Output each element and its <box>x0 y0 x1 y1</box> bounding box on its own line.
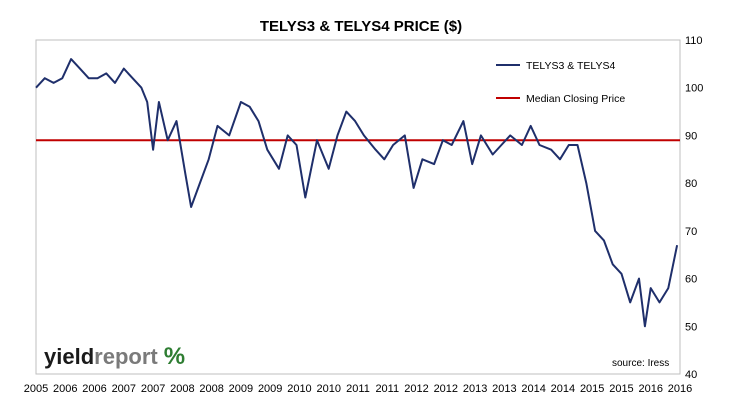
source-note: source: Iress <box>612 358 669 369</box>
x-tick-label: 2008 <box>170 383 194 395</box>
x-tick-label: 2008 <box>199 383 223 395</box>
x-tick-label: 2014 <box>551 383 575 395</box>
x-tick-label: 2014 <box>521 383 545 395</box>
legend-label-price: TELYS3 & TELYS4 <box>526 60 615 72</box>
x-tick-label: 2015 <box>580 383 604 395</box>
x-tick-label: 2009 <box>229 383 253 395</box>
x-tick-label: 2010 <box>316 383 340 395</box>
x-tick-label: 2006 <box>53 383 77 395</box>
logo-percent-icon: % <box>164 343 185 370</box>
x-tick-label: 2011 <box>346 383 370 395</box>
x-tick-label: 2013 <box>492 383 516 395</box>
x-tick-label: 2013 <box>463 383 487 395</box>
x-axis: 2005 2006 2006 2007 2007 2008 2008 2009 2009 2010… <box>24 383 692 395</box>
x-tick-label: 2007 <box>141 383 165 395</box>
y-tick-label: 90 <box>685 130 697 142</box>
y-tick-label: 80 <box>685 178 697 190</box>
x-tick-label: 2011 <box>375 383 399 395</box>
y-axis: 40 50 60 70 80 90 100 110 <box>685 35 703 381</box>
y-tick-label: 50 <box>685 321 697 333</box>
x-tick-label: 2016 <box>668 383 692 395</box>
logo-part-report: report <box>94 344 158 369</box>
x-tick-label: 2015 <box>609 383 633 395</box>
legend-label-median: Median Closing Price <box>526 93 625 105</box>
y-tick-label: 60 <box>685 274 697 286</box>
x-tick-label: 2006 <box>82 383 106 395</box>
y-tick-label: 110 <box>685 35 703 47</box>
x-tick-label: 2016 <box>638 383 662 395</box>
y-tick-label: 40 <box>685 369 697 381</box>
chart-title: TELYS3 & TELYS4 PRICE ($) <box>260 18 462 35</box>
logo-text: yieldreport% <box>44 343 185 370</box>
x-tick-label: 2009 <box>258 383 282 395</box>
y-tick-label: 100 <box>685 83 703 95</box>
price-series-line <box>35 58 679 328</box>
plot-area <box>35 39 681 375</box>
x-tick-label: 2012 <box>434 383 458 395</box>
y-tick-label: 70 <box>685 226 697 238</box>
x-tick-label: 2012 <box>404 383 428 395</box>
x-tick-label: 2010 <box>287 383 311 395</box>
x-tick-label: 2007 <box>112 383 136 395</box>
x-tick-label: 2005 <box>24 383 48 395</box>
yieldreport-logo: yieldreport% <box>44 343 185 370</box>
logo-part-yield: yield <box>44 344 94 369</box>
legend: TELYS3 & TELYS4 Median Closing Price <box>496 60 625 105</box>
